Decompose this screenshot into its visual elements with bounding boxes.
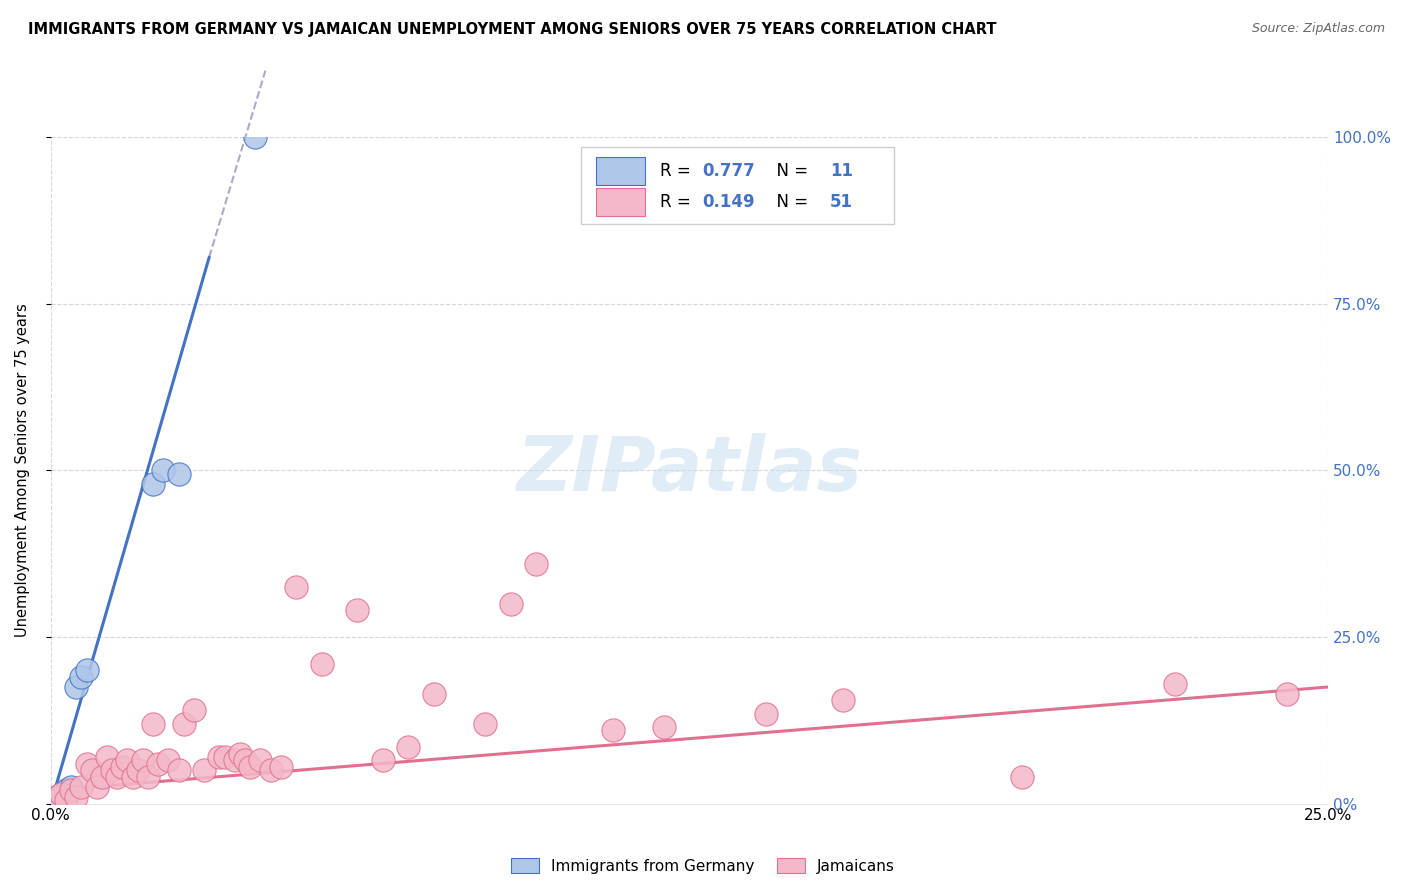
Text: N =: N = bbox=[766, 193, 814, 211]
Point bbox=[173, 716, 195, 731]
Point bbox=[224, 753, 246, 767]
Point bbox=[214, 750, 236, 764]
Point bbox=[101, 764, 124, 778]
Point bbox=[60, 780, 83, 794]
Point bbox=[105, 770, 128, 784]
Point bbox=[1011, 770, 1033, 784]
Point bbox=[1277, 687, 1299, 701]
Y-axis label: Unemployment Among Seniors over 75 years: Unemployment Among Seniors over 75 years bbox=[15, 303, 30, 637]
Text: R =: R = bbox=[659, 162, 696, 180]
Point bbox=[76, 663, 98, 677]
Point bbox=[65, 680, 87, 694]
Point bbox=[157, 753, 180, 767]
Point bbox=[132, 753, 155, 767]
Point bbox=[146, 756, 169, 771]
Point bbox=[45, 789, 67, 804]
Point bbox=[423, 687, 446, 701]
Point bbox=[136, 770, 159, 784]
Point bbox=[55, 783, 77, 797]
Point bbox=[239, 760, 262, 774]
Point bbox=[65, 789, 87, 804]
Point bbox=[111, 760, 134, 774]
Point bbox=[76, 756, 98, 771]
Point bbox=[245, 130, 267, 145]
Point bbox=[398, 739, 420, 754]
Point bbox=[285, 580, 308, 594]
Point bbox=[167, 467, 190, 481]
Point bbox=[259, 764, 281, 778]
Point bbox=[142, 716, 165, 731]
Text: R =: R = bbox=[659, 193, 696, 211]
FancyBboxPatch shape bbox=[596, 157, 645, 186]
Point bbox=[80, 764, 103, 778]
Point bbox=[45, 789, 67, 804]
Point bbox=[311, 657, 333, 671]
FancyBboxPatch shape bbox=[596, 188, 645, 216]
Point bbox=[121, 770, 143, 784]
Text: Source: ZipAtlas.com: Source: ZipAtlas.com bbox=[1251, 22, 1385, 36]
Point bbox=[346, 603, 368, 617]
Point bbox=[49, 787, 72, 801]
Point bbox=[49, 787, 72, 801]
Point bbox=[208, 750, 231, 764]
Point bbox=[1164, 676, 1187, 690]
Point bbox=[117, 753, 139, 767]
Point bbox=[142, 476, 165, 491]
Point bbox=[183, 703, 205, 717]
Text: 51: 51 bbox=[830, 193, 853, 211]
Point bbox=[755, 706, 778, 721]
Point bbox=[90, 770, 112, 784]
FancyBboxPatch shape bbox=[581, 147, 894, 224]
Point bbox=[233, 753, 256, 767]
Text: 11: 11 bbox=[830, 162, 853, 180]
Point bbox=[602, 723, 624, 738]
Point bbox=[249, 753, 271, 767]
Point bbox=[86, 780, 108, 794]
Point bbox=[70, 780, 93, 794]
Point bbox=[167, 764, 190, 778]
Point bbox=[524, 557, 547, 571]
Point bbox=[193, 764, 215, 778]
Point bbox=[270, 760, 292, 774]
Point bbox=[652, 720, 675, 734]
Point bbox=[499, 597, 522, 611]
Text: 0.777: 0.777 bbox=[702, 162, 755, 180]
Point bbox=[127, 764, 149, 778]
Text: IMMIGRANTS FROM GERMANY VS JAMAICAN UNEMPLOYMENT AMONG SENIORS OVER 75 YEARS COR: IMMIGRANTS FROM GERMANY VS JAMAICAN UNEM… bbox=[28, 22, 997, 37]
Point bbox=[371, 753, 394, 767]
Legend: Immigrants from Germany, Jamaicans: Immigrants from Germany, Jamaicans bbox=[505, 852, 901, 880]
Point bbox=[152, 463, 174, 477]
Text: ZIPatlas: ZIPatlas bbox=[516, 434, 862, 508]
Point bbox=[474, 716, 496, 731]
Point bbox=[70, 670, 93, 684]
Text: N =: N = bbox=[766, 162, 814, 180]
Point bbox=[831, 693, 853, 707]
Point bbox=[60, 783, 83, 797]
Point bbox=[229, 747, 252, 761]
Point bbox=[55, 793, 77, 807]
Point bbox=[96, 750, 118, 764]
Text: 0.149: 0.149 bbox=[702, 193, 755, 211]
